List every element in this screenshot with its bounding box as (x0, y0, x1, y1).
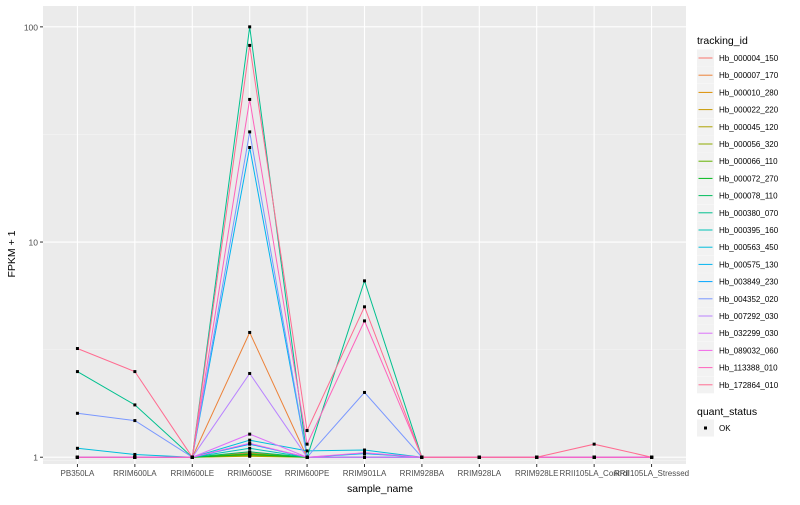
data-point (363, 451, 366, 455)
data-point (363, 448, 366, 452)
data-point (75, 455, 79, 459)
data-point (363, 455, 366, 459)
data-point (650, 455, 654, 459)
legend-quant-status: quant_status OK (697, 406, 757, 437)
legend-label: Hb_000045_120 (719, 123, 779, 132)
legend-label: Hb_032299_030 (719, 329, 779, 338)
x-tick-label: RRIM600LE (170, 469, 214, 478)
legend-label: Hb_089032_060 (719, 346, 779, 355)
legend-title: tracking_id (697, 35, 748, 47)
x-tick-label: RRIM928LE (515, 469, 559, 478)
legend-label: Hb_000010_280 (719, 88, 779, 97)
data-point (133, 455, 137, 459)
data-point (420, 455, 424, 459)
x-tick-label: RRIM600LA (113, 469, 157, 478)
data-point (133, 452, 137, 456)
y-axis: 1 10 100 (24, 22, 43, 463)
data-point (133, 419, 137, 423)
legend-label: Hb_000004_150 (719, 54, 779, 63)
x-tick-label: RRII105LA_Stressed (614, 469, 689, 478)
x-tick-label: RRIM928BA (400, 469, 445, 478)
legend-label: Hb_000022_220 (719, 106, 779, 115)
legend-label: Hb_000072_270 (719, 174, 779, 183)
y-tick-label: 10 (29, 238, 39, 248)
data-point (248, 446, 252, 450)
grid-lines (43, 6, 686, 464)
x-tick-label: RRIM928LA (458, 469, 502, 478)
x-tick-label: RRIM600PE (285, 469, 329, 478)
legend-label: Hb_000563_450 (719, 243, 779, 252)
data-point (305, 455, 309, 459)
data-point (305, 449, 309, 453)
data-point (363, 279, 366, 283)
y-tick-label: 100 (24, 22, 38, 32)
legend-label: Hb_000078_110 (719, 192, 778, 201)
legend-label: Hb_004352_020 (719, 295, 779, 304)
data-point (305, 442, 309, 446)
y-tick-label: 1 (33, 453, 38, 463)
data-point (248, 145, 252, 149)
data-point (75, 411, 79, 415)
y-axis-title: FPKM + 1 (6, 230, 18, 277)
x-axis: PB350LA RRIM600LA RRIM600LE RRIM600SE RRIM60… (61, 464, 689, 478)
data-point (248, 371, 252, 375)
data-point (363, 305, 366, 309)
legend-label: Hb_000066_110 (719, 157, 778, 166)
data-point (133, 370, 137, 374)
data-point (75, 347, 79, 351)
data-point (248, 432, 252, 436)
data-point (363, 390, 366, 394)
legend2-title: quant_status (697, 406, 757, 418)
series-points (75, 25, 654, 459)
data-point (592, 442, 596, 446)
legend2-label: OK (719, 424, 731, 433)
data-point (75, 446, 79, 450)
data-point (75, 370, 79, 374)
data-point (248, 130, 252, 134)
data-point (190, 455, 194, 459)
legend2-key (704, 426, 707, 430)
data-point (248, 441, 252, 445)
data-point (305, 429, 309, 433)
data-point (248, 97, 252, 101)
data-point (363, 319, 366, 323)
x-tick-label: RRIM901LA (343, 469, 387, 478)
data-point (248, 450, 252, 454)
data-point (248, 330, 252, 334)
legend-tracking-id: tracking_id Hb_000004_150 Hb_000007_170 Hb… (697, 35, 779, 394)
data-point (248, 452, 252, 456)
x-axis-title: sample_name (347, 483, 413, 495)
legend-label: Hb_000380_070 (719, 209, 779, 218)
legend-label: Hb_000575_130 (719, 260, 779, 269)
data-point (592, 455, 596, 459)
data-point (248, 43, 252, 47)
data-point (248, 438, 252, 442)
legend-label: Hb_003849_230 (719, 278, 779, 287)
data-point (133, 403, 137, 407)
legend-label: Hb_172864_010 (719, 381, 779, 390)
data-point (535, 455, 539, 459)
data-point (248, 25, 252, 29)
legend-label: Hb_000395_160 (719, 226, 779, 235)
legend-label: Hb_000007_170 (719, 71, 779, 80)
data-point (477, 455, 481, 459)
x-tick-label: RRIM600SE (227, 469, 271, 478)
legend-label: Hb_000056_320 (719, 140, 779, 149)
x-tick-label: RRII105LA_Control (559, 469, 629, 478)
x-tick-label: PB350LA (61, 469, 95, 478)
legend-label: Hb_113388_010 (719, 364, 778, 373)
legend-label: Hb_007292_030 (719, 312, 779, 321)
